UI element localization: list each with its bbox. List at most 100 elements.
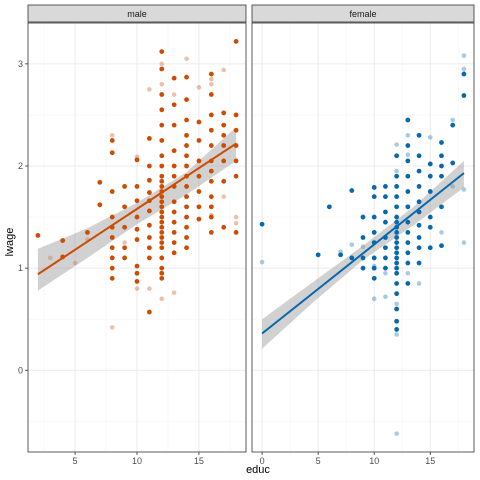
data-point	[394, 306, 400, 312]
data-point	[450, 160, 456, 166]
data-point	[159, 107, 165, 113]
regression-line	[261, 172, 465, 335]
data-point	[146, 136, 152, 141]
data-point	[371, 214, 377, 220]
data-point	[122, 204, 128, 210]
data-point	[159, 275, 165, 281]
data-point-faint	[209, 76, 214, 82]
panel-male: male 5 10 15 0 1 2 3	[18, 4, 247, 466]
data-point	[196, 189, 202, 194]
data-point	[416, 132, 422, 138]
panel-female: female 0 5 10 15	[251, 4, 475, 466]
data-point	[371, 255, 377, 261]
data-point	[146, 163, 152, 169]
data-point	[461, 93, 467, 98]
data-point	[394, 291, 400, 297]
data-point	[360, 235, 366, 240]
data-point	[371, 185, 377, 190]
data-point	[35, 233, 41, 238]
data-point	[159, 194, 165, 200]
data-point	[416, 245, 422, 251]
data-point	[208, 127, 214, 133]
data-point	[233, 158, 239, 164]
data-point	[109, 235, 115, 240]
data-point-faint	[171, 290, 177, 295]
data-point	[159, 255, 165, 261]
data-point	[394, 194, 400, 200]
data-point	[134, 226, 140, 232]
data-point	[371, 265, 377, 271]
x-tick-label: 10	[369, 456, 379, 466]
data-point	[159, 229, 165, 235]
x-tick-label: 10	[132, 456, 142, 466]
data-point	[134, 263, 140, 269]
data-point-faint	[209, 81, 214, 87]
data-point	[371, 275, 377, 281]
data-point	[208, 112, 214, 118]
data-point	[394, 250, 400, 256]
data-point	[427, 245, 433, 251]
data-point-faint	[221, 67, 227, 73]
data-point	[184, 214, 189, 220]
data-point-faint	[109, 325, 115, 330]
data-point	[159, 224, 165, 230]
y-tick-label: 2	[18, 161, 23, 171]
data-point	[416, 235, 422, 240]
data-point	[184, 245, 189, 251]
data-point	[394, 318, 400, 324]
data-point	[134, 184, 140, 189]
data-point	[159, 178, 165, 184]
data-point	[171, 173, 177, 179]
data-point	[326, 204, 332, 210]
data-point	[134, 237, 140, 242]
data-point	[146, 177, 152, 183]
data-point	[146, 222, 152, 228]
data-point	[146, 208, 152, 214]
data-point	[383, 245, 388, 251]
data-point	[394, 260, 400, 266]
confidence-band	[262, 160, 464, 349]
data-point-faint	[394, 301, 399, 307]
data-point	[416, 153, 422, 159]
data-point	[97, 179, 103, 185]
data-point	[196, 158, 202, 164]
data-point	[184, 117, 189, 123]
data-point-faint	[416, 281, 422, 286]
data-point	[122, 224, 128, 230]
data-point	[383, 184, 388, 189]
data-point	[383, 265, 388, 271]
data-point	[405, 189, 411, 194]
data-point	[196, 119, 202, 125]
data-point	[394, 240, 400, 246]
data-point	[109, 245, 115, 251]
data-point	[208, 229, 214, 235]
data-point	[221, 110, 227, 116]
data-point	[394, 219, 400, 225]
data-point	[371, 229, 377, 235]
data-point-faint	[405, 270, 411, 276]
data-point	[416, 260, 422, 266]
data-point	[184, 74, 189, 80]
data-point	[221, 132, 227, 138]
data-point	[134, 214, 140, 220]
data-point	[60, 238, 66, 243]
data-point	[233, 173, 239, 179]
data-point	[405, 229, 411, 235]
data-point-faint	[184, 56, 189, 62]
data-point	[394, 327, 400, 332]
data-point	[416, 184, 422, 189]
data-point	[405, 240, 411, 246]
data-point	[171, 250, 177, 256]
data-point	[394, 204, 400, 210]
data-point	[196, 138, 202, 143]
data-point-faint	[450, 117, 455, 123]
data-point	[233, 112, 239, 118]
data-point	[159, 235, 165, 240]
data-point-faint	[394, 168, 399, 174]
data-point	[208, 168, 214, 174]
data-point	[171, 122, 177, 128]
data-point	[97, 202, 103, 208]
data-point-faint	[147, 87, 152, 92]
data-point	[85, 229, 90, 235]
data-point	[171, 148, 177, 154]
